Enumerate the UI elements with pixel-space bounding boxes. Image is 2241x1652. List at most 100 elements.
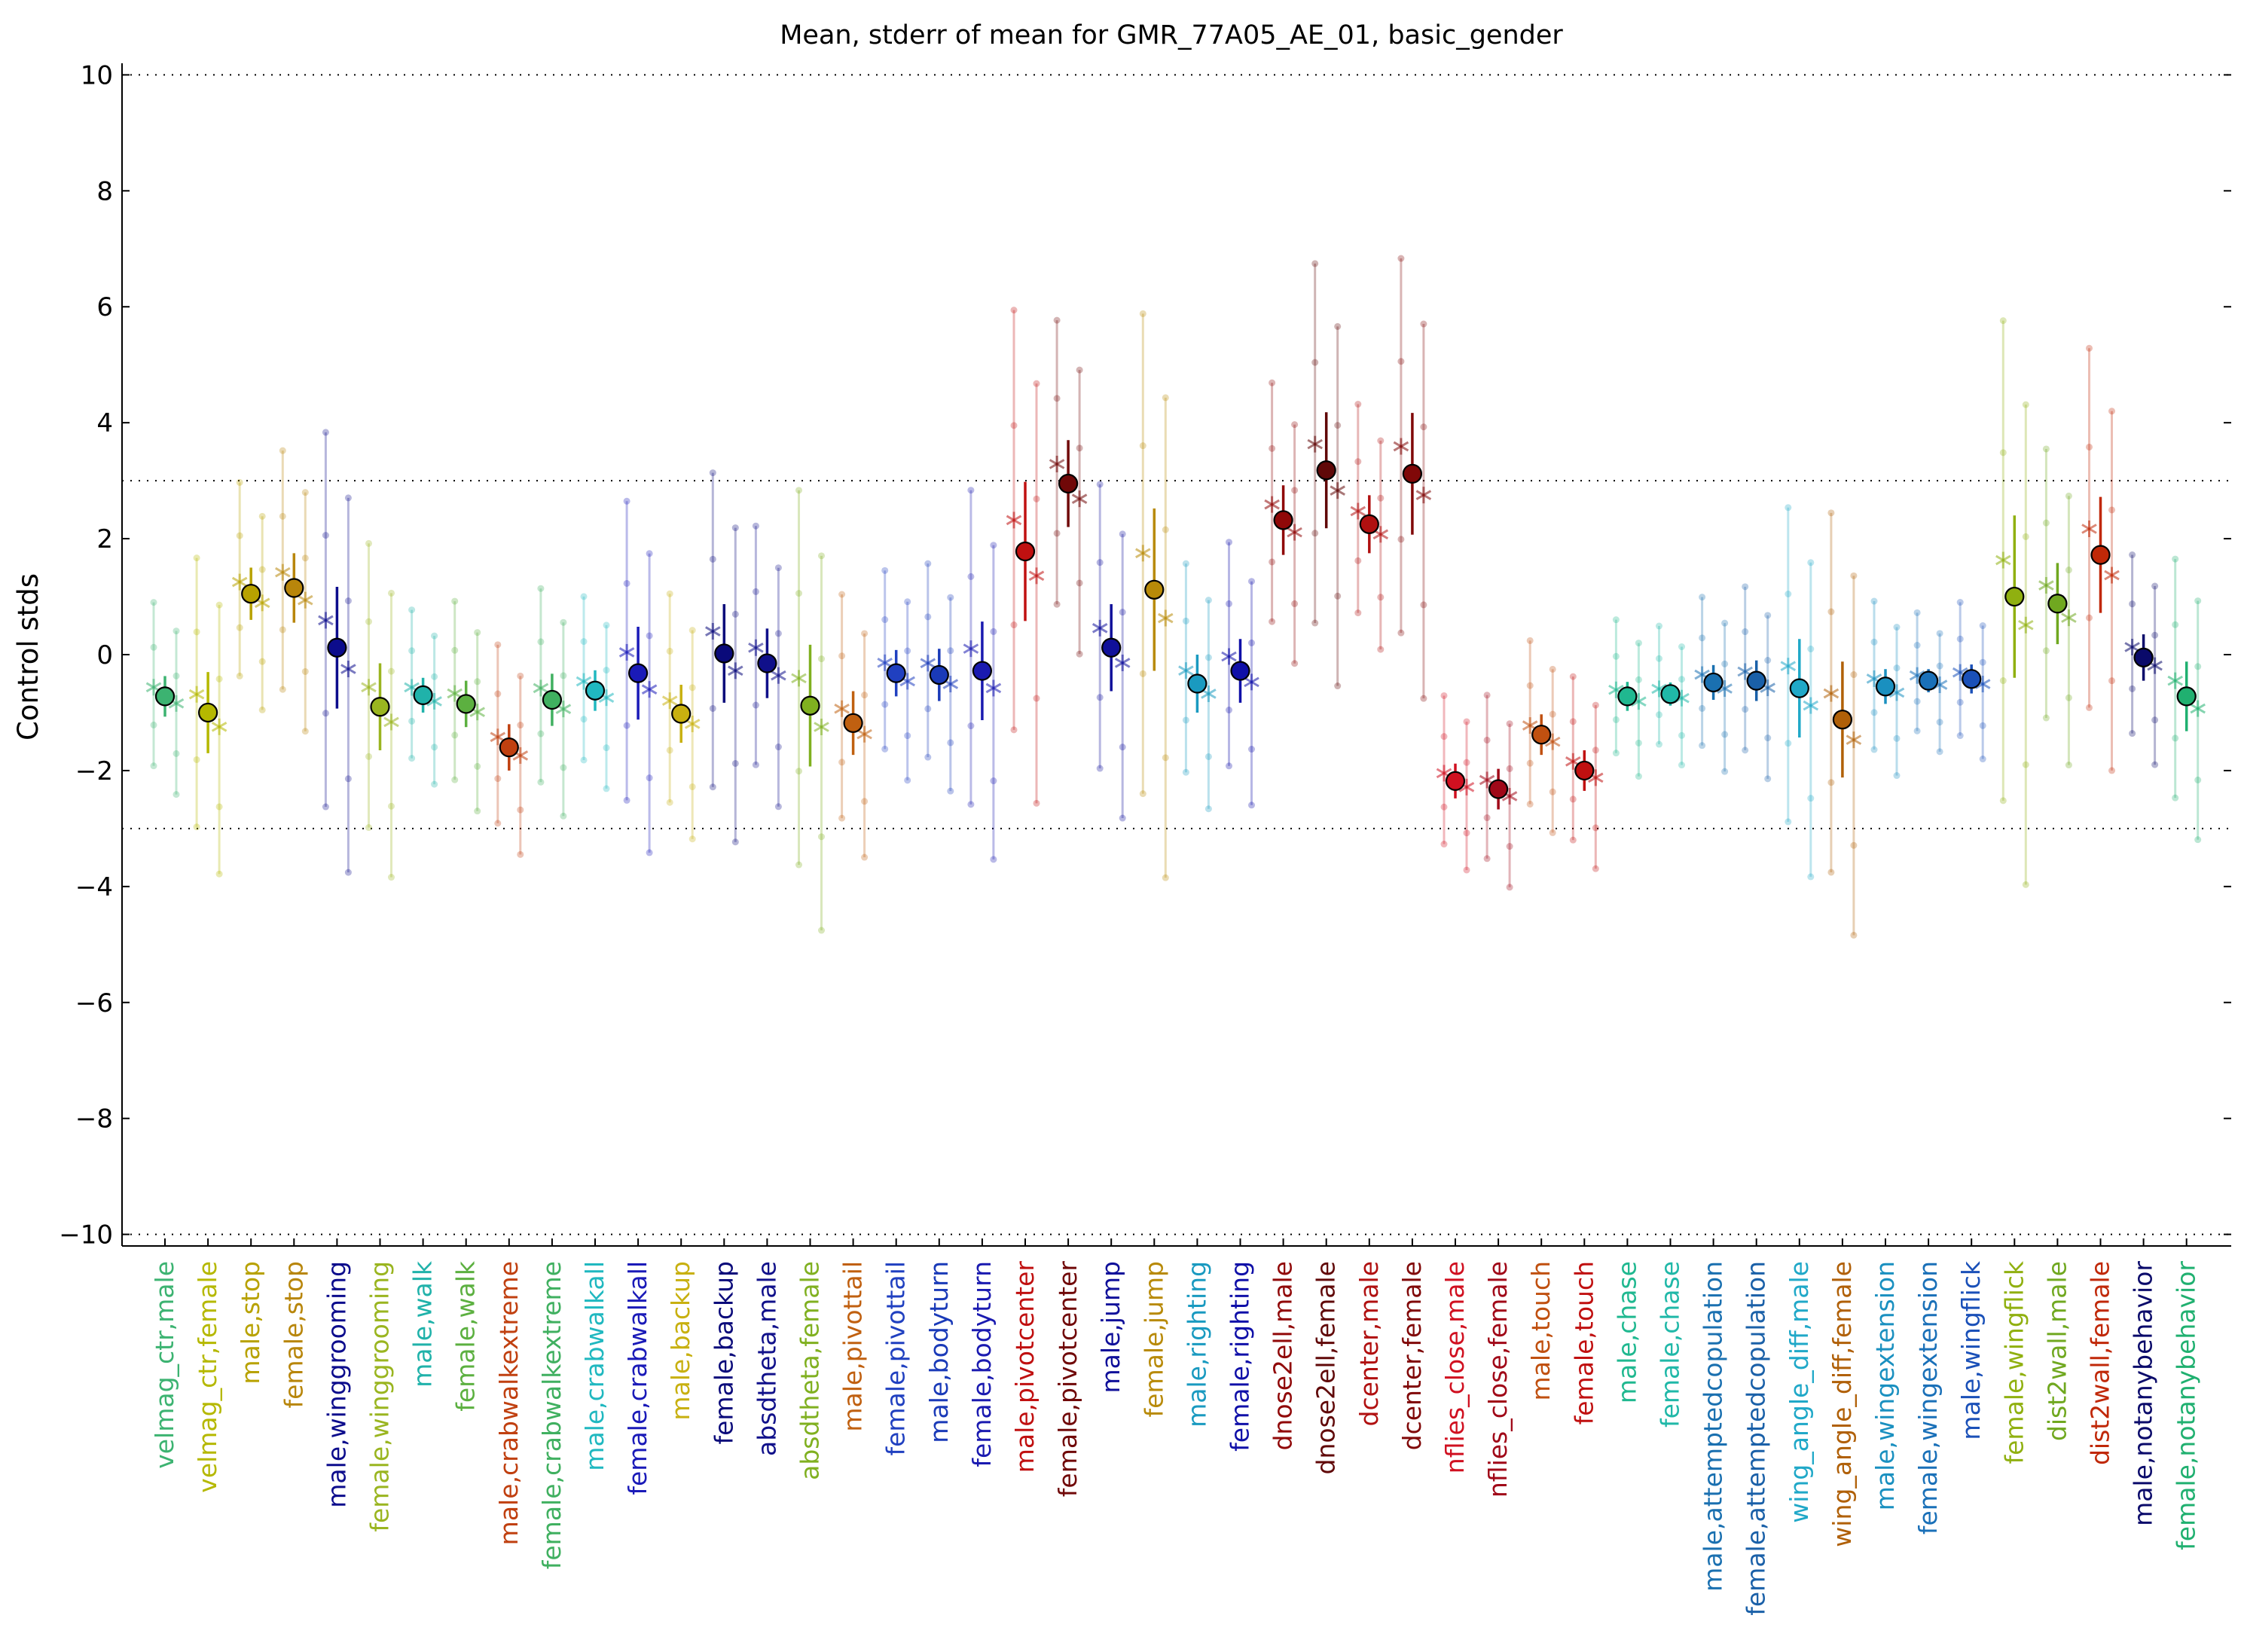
asterisk-marker [1780, 658, 1797, 675]
sample-point [967, 573, 975, 580]
asterisk-marker [2104, 566, 2120, 584]
x-tick-label: female,wingextension [1913, 1261, 1943, 1534]
asterisk-marker [1264, 496, 1280, 513]
sample-point [1334, 592, 1342, 600]
sample-point [1699, 704, 1706, 712]
sample-point [795, 768, 802, 775]
sample-point [1827, 779, 1835, 786]
mean-point [1230, 661, 1250, 681]
sample-point [279, 512, 286, 520]
sample-point [1936, 748, 1943, 756]
mean-point [2004, 586, 2025, 607]
sample-point [494, 641, 502, 649]
sample-point [990, 628, 997, 635]
sample-point [838, 652, 846, 660]
x-tick-label: male,stop [236, 1261, 265, 1385]
sample-point [795, 590, 802, 597]
sample-point [1420, 601, 1427, 609]
sample-point [1612, 616, 1620, 624]
asterisk-stroke [1006, 515, 1022, 526]
sample-point [1334, 322, 1342, 330]
asterisk-stroke [963, 643, 979, 654]
mean-point [843, 713, 863, 733]
asterisk-marker [920, 655, 936, 672]
sample-point [258, 566, 266, 573]
sample-point [881, 701, 889, 708]
asterisk-stroke [533, 682, 549, 694]
sample-point [947, 739, 954, 747]
asterisk-marker [1393, 438, 1409, 455]
asterisk-marker [748, 639, 764, 656]
sample-point [560, 764, 567, 771]
asterisk-marker [1846, 731, 1862, 749]
mean-point [1789, 678, 1809, 698]
x-tick-label: female,stop [279, 1261, 308, 1409]
sample-point [1656, 711, 1662, 719]
sample-point [623, 796, 630, 804]
sample-point [1506, 843, 1513, 850]
sample-point [1204, 805, 1212, 813]
sample-point [388, 589, 395, 597]
sample-point [838, 814, 846, 822]
asterisk-stroke [2081, 524, 2097, 534]
sample-point [1119, 744, 1126, 751]
sample-point [365, 618, 372, 625]
y-tick-label: −2 [75, 756, 113, 786]
sample-point [731, 838, 739, 846]
asterisk-stroke [1264, 499, 1280, 510]
asterisk-stroke [1350, 505, 1366, 517]
sample-point [1764, 775, 1772, 783]
asterisk-marker [2081, 520, 2097, 537]
sample-point [1182, 716, 1189, 724]
sample-point [990, 542, 997, 549]
sample-point [1999, 677, 2007, 685]
mean-point [1660, 684, 1681, 704]
sample-point [215, 803, 223, 811]
sample-point [1656, 622, 1662, 630]
sample-point [1870, 709, 1878, 716]
sample-point [1483, 692, 1491, 699]
sample-point [236, 532, 243, 539]
sample-point [1764, 734, 1772, 742]
sample-point [2086, 704, 2093, 711]
asterisk-marker [1330, 482, 1345, 499]
sample-point [150, 599, 157, 606]
sample-point [1248, 639, 1255, 646]
x-tick-label: male,chase [1612, 1261, 1641, 1403]
sample-point [236, 624, 243, 631]
asterisk-marker [2167, 672, 2183, 689]
mean-point [1359, 514, 1379, 534]
sample-point [1807, 795, 1815, 802]
sample-point [1033, 799, 1040, 807]
sample-point [1226, 762, 1232, 770]
sample-point [1053, 316, 1061, 324]
sample-point [1635, 640, 1642, 647]
sample-point [1397, 358, 1405, 365]
sample-point [388, 874, 395, 881]
x-tick-label: female,walk [451, 1260, 481, 1412]
sample-point [2172, 734, 2179, 742]
asterisk-marker [641, 681, 658, 698]
sample-point [603, 667, 610, 674]
sample-point [2108, 408, 2115, 415]
asterisk-stroke [771, 670, 786, 681]
sample-point [173, 791, 180, 799]
sample-point [1248, 578, 1255, 585]
mean-point [1531, 725, 1552, 745]
sample-point [924, 753, 932, 761]
asterisk-marker [490, 728, 506, 746]
mean-point [585, 680, 606, 701]
sample-point [1053, 530, 1061, 537]
sample-point [2129, 685, 2136, 692]
sample-point [646, 849, 653, 857]
x-tick-label: female,notanybehavior [2172, 1261, 2201, 1550]
sample-point [2042, 519, 2050, 527]
asterisk-stroke [1091, 622, 1108, 634]
sample-point [2108, 767, 2115, 774]
sample-point [1999, 797, 2007, 805]
sample-point [818, 552, 825, 560]
asterisk-marker [211, 718, 227, 735]
sample-point [1742, 583, 1749, 591]
sample-point [431, 780, 438, 788]
x-tick-label: male,crabwalkextreme [494, 1261, 524, 1545]
